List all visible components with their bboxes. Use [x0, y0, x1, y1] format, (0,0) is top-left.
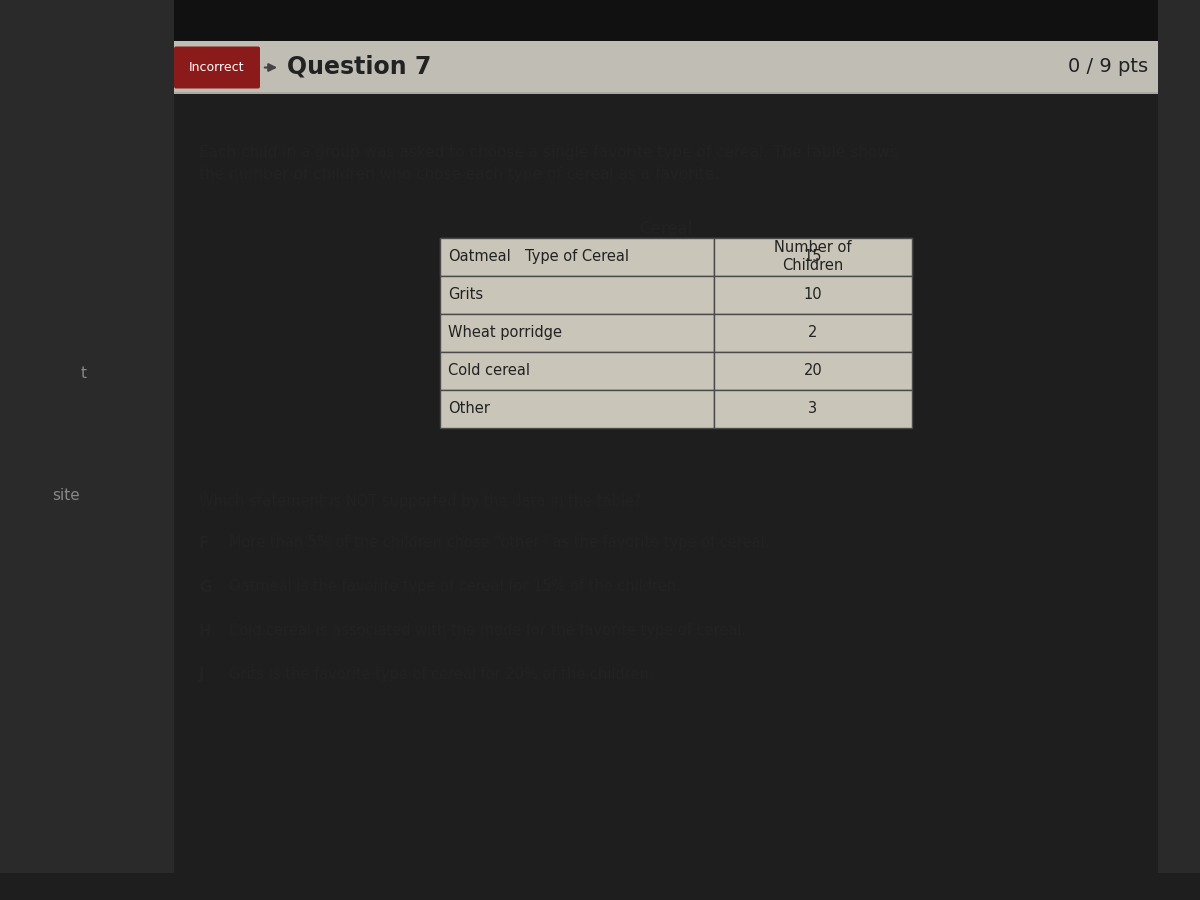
- Text: More than 5% of the children chose “other” as the favorite type of cereal.: More than 5% of the children chose “othe…: [229, 536, 769, 551]
- Text: Type of Cereal: Type of Cereal: [524, 249, 629, 264]
- Text: Incorrect: Incorrect: [190, 61, 245, 74]
- Bar: [714, 238, 912, 275]
- Text: Grits: Grits: [448, 287, 482, 302]
- Bar: [439, 238, 714, 275]
- FancyBboxPatch shape: [174, 47, 260, 88]
- Text: F: F: [199, 536, 209, 551]
- Text: 0 / 9 pts: 0 / 9 pts: [1068, 57, 1148, 76]
- Bar: [439, 313, 714, 352]
- Text: site: site: [52, 488, 80, 502]
- Bar: [174, 93, 1158, 94]
- Bar: [439, 352, 714, 390]
- Text: t: t: [82, 366, 88, 381]
- Text: Grits is the favorite type of cereal for 20% of the children.: Grits is the favorite type of cereal for…: [229, 668, 654, 682]
- Text: 20: 20: [804, 363, 822, 378]
- Text: Cold cereal: Cold cereal: [448, 363, 529, 378]
- Bar: [714, 390, 912, 428]
- Text: Oatmeal: Oatmeal: [448, 249, 510, 264]
- Text: Cereal: Cereal: [640, 220, 692, 238]
- Text: 2: 2: [808, 325, 817, 340]
- Text: 15: 15: [804, 249, 822, 264]
- Bar: [714, 238, 912, 275]
- Text: Each child in a group was asked to choose a single favorite type of cereal. The : Each child in a group was asked to choos…: [199, 145, 898, 159]
- Bar: [174, 40, 1158, 93]
- Text: 3: 3: [809, 401, 817, 416]
- Text: Which statement is NOT supported by the data in the table?: Which statement is NOT supported by the …: [199, 493, 642, 508]
- Text: 10: 10: [804, 287, 822, 302]
- Text: Question 7: Question 7: [287, 55, 431, 78]
- Bar: [714, 352, 912, 390]
- Bar: [439, 238, 714, 275]
- Text: Wheat porridge: Wheat porridge: [448, 325, 562, 340]
- Text: J: J: [199, 668, 204, 682]
- Text: H: H: [199, 624, 211, 638]
- Text: Other: Other: [448, 401, 490, 416]
- Text: Cold cereal is associated with the mode for the favorite type of cereal.: Cold cereal is associated with the mode …: [229, 624, 746, 638]
- Text: G: G: [199, 580, 211, 595]
- Text: Number of
Children: Number of Children: [774, 240, 852, 273]
- Bar: [439, 275, 714, 313]
- Text: the number of children who chose each type of cereal as a favorite.: the number of children who chose each ty…: [199, 166, 719, 182]
- Bar: [439, 390, 714, 428]
- Bar: [714, 313, 912, 352]
- Bar: [714, 275, 912, 313]
- Text: Oatmeal is the favorite type of cereal for 15% of the children.: Oatmeal is the favorite type of cereal f…: [229, 580, 682, 595]
